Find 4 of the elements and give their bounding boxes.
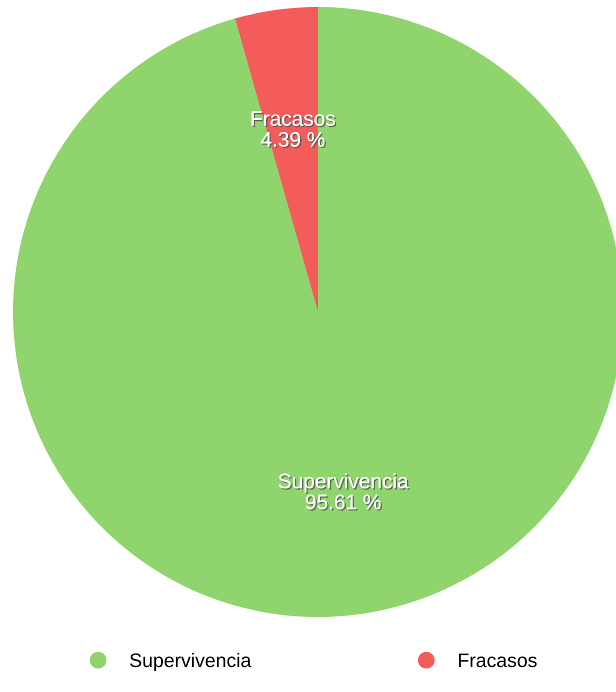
slice-label: Supervivencia: [278, 473, 410, 494]
legend-label: Supervivencia: [130, 652, 252, 672]
legend-label: Fracasos: [459, 654, 537, 668]
data-label: 95.61 %: [306, 494, 382, 511]
